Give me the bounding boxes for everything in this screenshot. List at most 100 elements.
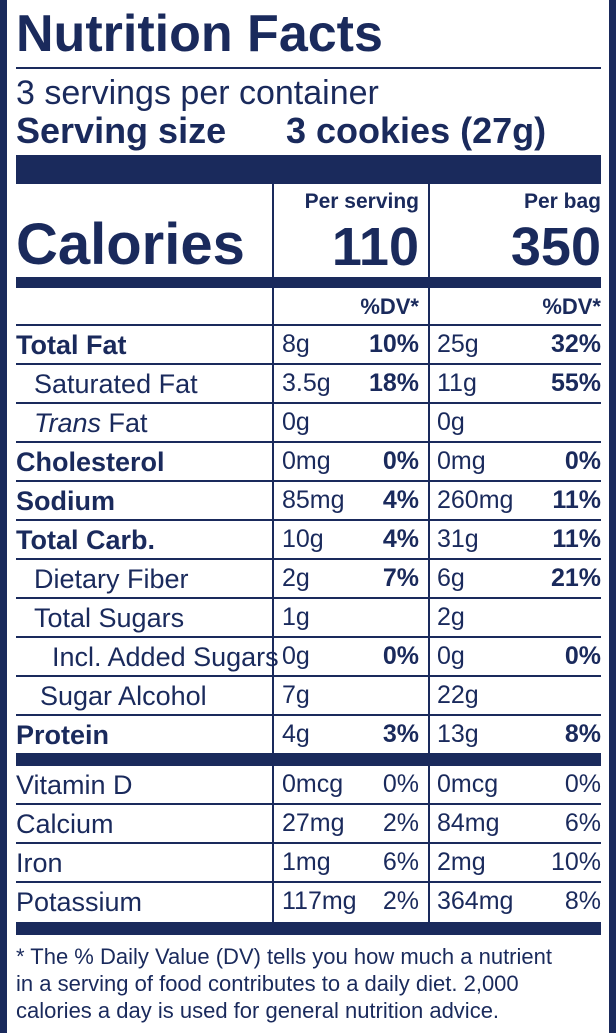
footnote-bar bbox=[16, 922, 601, 935]
vitamin-row-rule bbox=[16, 881, 601, 883]
nutrient-row-rule bbox=[16, 441, 601, 443]
per-bag-amount: 2mg bbox=[437, 848, 486, 876]
per-serving-amount: 27mg bbox=[282, 809, 345, 837]
nutrient-name: Cholesterol bbox=[16, 447, 165, 477]
nutrient-row-rule bbox=[16, 402, 601, 404]
per-bag-amount: 0mg bbox=[437, 447, 486, 475]
per-serving-amount: 1g bbox=[282, 603, 310, 631]
per-bag-amount: 25g bbox=[437, 330, 479, 358]
per-bag-amount: 364mg bbox=[437, 887, 514, 915]
vitamin-name: Calcium bbox=[16, 809, 114, 839]
per-serving-dv: 4% bbox=[382, 525, 419, 553]
serving-size-value: 3 cookies (27g) bbox=[286, 110, 547, 151]
nutrient-row-rule bbox=[16, 636, 601, 638]
per-serving-dv: 0% bbox=[382, 447, 419, 475]
thick-bar-top bbox=[16, 155, 601, 184]
per-bag-dv: 32% bbox=[550, 330, 601, 358]
dv-header-per-bag: %DV* bbox=[542, 294, 601, 319]
nutrient-name: Sodium bbox=[16, 486, 115, 516]
dv-header-per-serving: %DV* bbox=[360, 294, 419, 319]
column-divider-2 bbox=[428, 184, 430, 922]
per-serving-amount: 2g bbox=[282, 564, 310, 592]
per-serving-amount: 8g bbox=[282, 330, 310, 358]
per-bag-amount: 13g bbox=[437, 720, 479, 748]
per-serving-amount: 0mg bbox=[282, 447, 331, 475]
per-bag-amount: 22g bbox=[437, 681, 479, 709]
per-bag-amount: 0mcg bbox=[437, 770, 499, 798]
servings-per-container: 3 servings per container bbox=[16, 74, 379, 112]
footnote-line-3: calories a day is used for general nutri… bbox=[16, 998, 500, 1023]
per-bag-dv: 10% bbox=[550, 848, 601, 876]
nutrient-row-rule bbox=[16, 480, 601, 482]
nutrient-row-rule bbox=[16, 324, 601, 326]
per-bag-dv: 8% bbox=[564, 720, 601, 748]
per-bag-dv: 0% bbox=[564, 770, 601, 798]
per-bag-dv: 55% bbox=[550, 369, 601, 397]
per-serving-amount: 1mg bbox=[282, 848, 331, 876]
nutrient-row-rule bbox=[16, 714, 601, 716]
serving-size-label: Serving size bbox=[16, 110, 227, 151]
protein-bar bbox=[16, 753, 601, 766]
nutrient-name: Sugar Alcohol bbox=[40, 681, 207, 711]
vitamin-name: Vitamin D bbox=[16, 770, 133, 800]
per-serving-dv: 2% bbox=[382, 809, 419, 837]
title-rule bbox=[16, 67, 601, 69]
calories-per-serving: 110 bbox=[331, 217, 419, 277]
per-serving-dv: 2% bbox=[382, 887, 419, 915]
per-bag-dv: 8% bbox=[564, 887, 601, 915]
per-bag-dv: 11% bbox=[552, 525, 601, 553]
per-serving-amount: 85mg bbox=[282, 486, 345, 514]
per-serving-amount: 0g bbox=[282, 642, 310, 670]
calories-label: Calories bbox=[16, 212, 245, 277]
per-serving-dv: 10% bbox=[368, 330, 419, 358]
per-serving-amount: 117mg bbox=[282, 887, 357, 915]
per-serving-dv: 3% bbox=[382, 720, 419, 748]
per-bag-amount: 11g bbox=[437, 369, 477, 397]
per-serving-amount: 0g bbox=[282, 408, 310, 436]
nutrient-name-italic: Trans bbox=[34, 408, 102, 438]
footnote-line-1: * The % Daily Value (DV) tells you how m… bbox=[16, 944, 552, 969]
per-bag-amount: 0g bbox=[437, 642, 465, 670]
nutrient-row-rule bbox=[16, 597, 601, 599]
column-header-per-bag: Per bag bbox=[523, 190, 601, 213]
nutrient-name: Total Carb. bbox=[16, 525, 156, 555]
vitamin-row-rule bbox=[16, 842, 601, 844]
nutrient-name: Protein bbox=[16, 720, 110, 750]
per-serving-dv: 7% bbox=[382, 564, 419, 592]
left-border bbox=[0, 0, 7, 1033]
vitamin-name: Iron bbox=[16, 848, 63, 878]
footnote-line-2: in a serving of food contributes to a da… bbox=[16, 971, 519, 996]
nutrient-row-rule bbox=[16, 558, 601, 560]
per-bag-dv: 11% bbox=[552, 486, 601, 514]
per-serving-amount: 0mcg bbox=[282, 770, 344, 798]
column-header-per-serving: Per serving bbox=[304, 190, 419, 213]
nutrient-name: Saturated Fat bbox=[34, 369, 198, 399]
vitamin-name: Potassium bbox=[16, 887, 143, 917]
per-bag-amount: 6g bbox=[437, 564, 465, 592]
nutrient-row-rule bbox=[16, 675, 601, 677]
vitamin-row-rule bbox=[16, 803, 601, 805]
per-serving-dv: 4% bbox=[382, 486, 419, 514]
column-divider-1 bbox=[272, 184, 274, 922]
nutrient-name: Trans Fat bbox=[34, 410, 148, 437]
per-serving-dv: 6% bbox=[382, 848, 419, 876]
per-serving-amount: 4g bbox=[282, 720, 310, 748]
per-serving-amount: 3.5g bbox=[282, 369, 331, 397]
nutrient-name: Dietary Fiber bbox=[34, 564, 189, 594]
nutrient-name: Incl. Added Sugars bbox=[52, 642, 279, 672]
per-bag-dv: 21% bbox=[550, 564, 601, 592]
nutrient-name: Total Fat bbox=[16, 330, 127, 360]
per-serving-dv: 0% bbox=[382, 642, 419, 670]
nutrient-row-rule bbox=[16, 519, 601, 521]
calories-per-bag: 350 bbox=[510, 217, 601, 277]
per-bag-amount: 0g bbox=[437, 408, 465, 436]
nutrient-row-rule bbox=[16, 363, 601, 365]
nutrient-name-rest: Fat bbox=[101, 408, 148, 438]
right-border bbox=[609, 0, 616, 1033]
per-bag-dv: 0% bbox=[564, 642, 601, 670]
per-bag-amount: 31g bbox=[437, 525, 479, 553]
label-title: Nutrition Facts bbox=[16, 5, 383, 63]
per-bag-amount: 84mg bbox=[437, 809, 500, 837]
per-serving-dv: 0% bbox=[382, 770, 419, 798]
